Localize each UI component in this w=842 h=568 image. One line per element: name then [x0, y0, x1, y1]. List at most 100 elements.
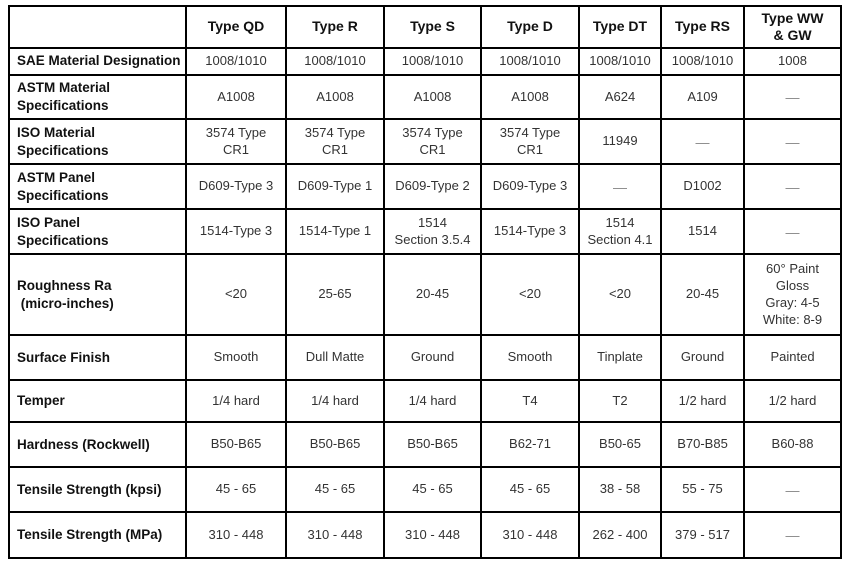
- table-cell: 1514-Type 3: [480, 208, 580, 256]
- column-header-type-r: Type R: [285, 5, 385, 49]
- table-cell: —: [743, 208, 842, 256]
- table-cell: 379 - 517: [660, 511, 745, 560]
- table-cell: A1008: [285, 73, 385, 121]
- table-cell: 45 - 65: [185, 466, 287, 514]
- table-cell: 60° Paint Gloss Gray: 4-5 White: 8-9: [743, 253, 842, 337]
- table-cell: 310 - 448: [285, 511, 385, 560]
- table-cell: 3574 Type CR1: [285, 118, 385, 166]
- table-cell: 1/2 hard: [660, 379, 745, 424]
- table-cell: <20: [185, 253, 287, 337]
- table-row: Surface Finish Smooth Dull Matte Ground Smoo…: [8, 334, 842, 382]
- table-cell: Painted: [743, 334, 842, 382]
- column-header-type-s: Type S: [383, 5, 482, 49]
- table-cell: A1008: [185, 73, 287, 121]
- row-label: Surface Finish: [8, 334, 187, 382]
- table-row: ASTM Material Specifications A1008 A1008 A1…: [8, 73, 842, 121]
- table-row: ISO Material Specifications 3574 Type CR1…: [8, 118, 842, 166]
- table-cell: 1008/1010: [578, 47, 662, 76]
- table-cell: 310 - 448: [185, 511, 287, 560]
- table-cell: —: [660, 118, 745, 166]
- column-header-type-qd: Type QD: [185, 5, 287, 49]
- table-cell: 1/4 hard: [383, 379, 482, 424]
- table-cell: D609-Type 3: [185, 163, 287, 211]
- table-cell: A624: [578, 73, 662, 121]
- table-cell: D609-Type 2: [383, 163, 482, 211]
- table-cell: 1514 Section 4.1: [578, 208, 662, 256]
- row-label: ASTM Material Specifications: [8, 73, 187, 121]
- table-cell: 3574 Type CR1: [480, 118, 580, 166]
- row-label: ASTM Panel Specifications: [8, 163, 187, 211]
- table-cell: T4: [480, 379, 580, 424]
- table-row: ASTM Panel Specifications D609-Type 3 D609…: [8, 163, 842, 211]
- table-cell: D1002: [660, 163, 745, 211]
- table-cell: 55 - 75: [660, 466, 745, 514]
- table-cell: D609-Type 1: [285, 163, 385, 211]
- row-label: Tensile Strength (MPa): [8, 511, 187, 560]
- column-header-type-dt: Type DT: [578, 5, 662, 49]
- table-row: Tensile Strength (kpsi) 45 - 65 45 - 65 45 …: [8, 466, 842, 514]
- table-cell: B62-71: [480, 421, 580, 469]
- table-cell: 38 - 58: [578, 466, 662, 514]
- table-cell: —: [743, 466, 842, 514]
- table-cell: 1/2 hard: [743, 379, 842, 424]
- row-label: SAE Material Designation: [8, 47, 187, 76]
- table-cell: 1008/1010: [383, 47, 482, 76]
- table-cell: —: [743, 511, 842, 560]
- table-cell: Smooth: [480, 334, 580, 382]
- material-spec-table: Type QD Type R Type S Type D Type DT Typ…: [8, 5, 842, 560]
- table-cell: B60-88: [743, 421, 842, 469]
- table-cell: Tinplate: [578, 334, 662, 382]
- row-label: ISO Material Specifications: [8, 118, 187, 166]
- table-cell: 1514-Type 3: [185, 208, 287, 256]
- table-cell: B50-B65: [383, 421, 482, 469]
- row-label: ISO Panel Specifications: [8, 208, 187, 256]
- table-cell: 310 - 448: [383, 511, 482, 560]
- table-cell: 1514 Section 3.5.4: [383, 208, 482, 256]
- column-header-type-rs: Type RS: [660, 5, 745, 49]
- table-cell: 20-45: [383, 253, 482, 337]
- row-label: Hardness (Rockwell): [8, 421, 187, 469]
- table-cell: 1008/1010: [660, 47, 745, 76]
- table-cell: —: [743, 118, 842, 166]
- table-cell: —: [743, 73, 842, 121]
- table-cell: —: [578, 163, 662, 211]
- table-cell: 1008: [743, 47, 842, 76]
- table-cell: Ground: [660, 334, 745, 382]
- table-cell: 1008/1010: [285, 47, 385, 76]
- table-cell: 1008/1010: [480, 47, 580, 76]
- table-cell: B70-B85: [660, 421, 745, 469]
- row-label: Tensile Strength (kpsi): [8, 466, 187, 514]
- table-cell: —: [743, 163, 842, 211]
- table-cell: 25-65: [285, 253, 385, 337]
- row-label: Roughness Ra (micro-inches): [8, 253, 187, 337]
- table-header-row: Type QD Type R Type S Type D Type DT Typ…: [8, 5, 842, 49]
- table-cell: 11949: [578, 118, 662, 166]
- column-header-type-d: Type D: [480, 5, 580, 49]
- table-row: Temper 1/4 hard 1/4 hard 1/4 hard T4 T2 1/2 ha…: [8, 379, 842, 424]
- table-cell: A109: [660, 73, 745, 121]
- table-cell: 1514-Type 1: [285, 208, 385, 256]
- table-cell: Dull Matte: [285, 334, 385, 382]
- table-row: Tensile Strength (MPa) 310 - 448 310 - 448…: [8, 511, 842, 560]
- table-row: Roughness Ra (micro-inches) <20 25-65 20-45…: [8, 253, 842, 337]
- table-cell: B50-65: [578, 421, 662, 469]
- table-cell: B50-B65: [185, 421, 287, 469]
- table-cell: 3574 Type CR1: [185, 118, 287, 166]
- table-cell: <20: [480, 253, 580, 337]
- table-cell: T2: [578, 379, 662, 424]
- table-cell: 310 - 448: [480, 511, 580, 560]
- table-row: Hardness (Rockwell) B50-B65 B50-B65 B50-B65…: [8, 421, 842, 469]
- table-cell: Ground: [383, 334, 482, 382]
- table-row: SAE Material Designation 1008/1010 1008/10…: [8, 47, 842, 76]
- table-cell: 1514: [660, 208, 745, 256]
- table-cell: 1/4 hard: [285, 379, 385, 424]
- table-cell: 20-45: [660, 253, 745, 337]
- table-cell: 45 - 65: [285, 466, 385, 514]
- corner-cell: [8, 5, 187, 49]
- table-cell: 262 - 400: [578, 511, 662, 560]
- column-header-type-ww-gw: Type WW & GW: [743, 5, 842, 49]
- table-cell: 1008/1010: [185, 47, 287, 76]
- table-cell: B50-B65: [285, 421, 385, 469]
- table-cell: Smooth: [185, 334, 287, 382]
- table-cell: 45 - 65: [480, 466, 580, 514]
